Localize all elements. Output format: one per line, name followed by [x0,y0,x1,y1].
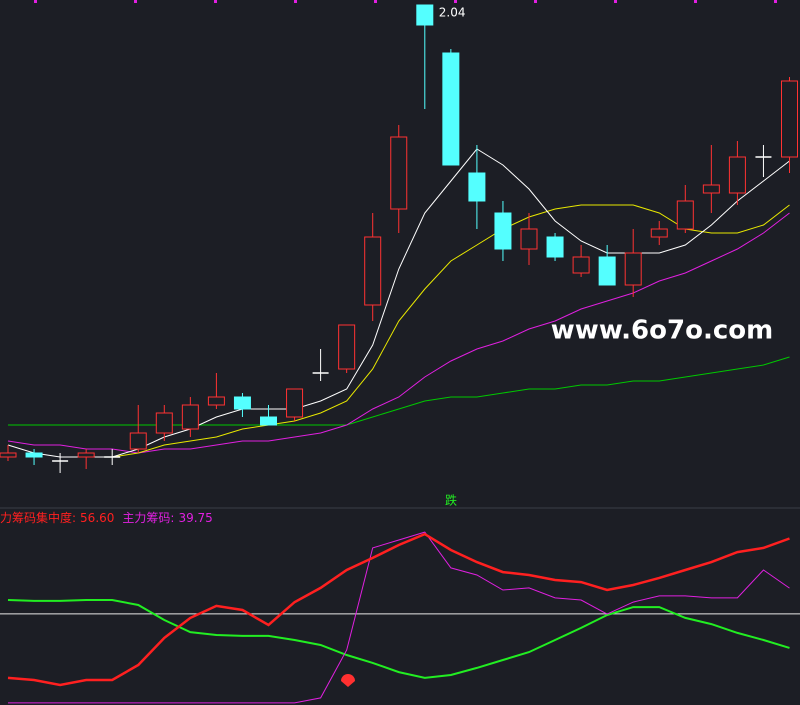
candle-body [598,256,616,286]
candle-body [364,236,382,306]
candle-body [77,452,95,458]
candle-body [546,236,564,258]
legend-value: 39.75 [178,511,212,525]
candle-body [25,452,43,458]
candle-body [781,80,798,158]
candle-body [702,184,720,194]
candle-body [390,136,408,210]
legend-entry: 主力筹码: 39.75 [122,511,212,525]
candle-body [155,412,173,434]
signal-annotation: 跌 [445,493,457,508]
high-label: 2.04 [439,6,466,20]
candle-body [338,324,356,370]
top-markers [34,0,777,3]
line-series [8,531,790,704]
candle-body [442,52,460,166]
candle-body [494,212,512,250]
candle-body [728,156,746,194]
candle-body [181,404,199,430]
legend-entry: 力筹码集中度: 56.60 [0,510,114,525]
candle-body [572,256,590,274]
candle-body [260,416,277,426]
candle-body [624,252,642,286]
candle-body [468,172,486,202]
candle-body [650,228,668,238]
candle-body [0,452,17,458]
candle-body [207,396,225,406]
line-series [7,532,790,687]
legend-value: 56.60 [80,511,114,525]
legend-name: 主力筹码: [122,511,174,525]
candle-body [520,228,538,250]
price-panel: 2.04 [0,4,798,473]
candle-body [416,4,434,26]
indicator-panel: 力筹码集中度: 56.60 主力筹码: 39.75 [0,510,800,704]
signal-icon [341,674,355,687]
line-series [112,204,790,458]
candle-body [676,200,694,230]
line-series [7,599,790,679]
candle-body [233,396,251,410]
candle-body [286,388,304,418]
candle-body [129,432,147,450]
legend-name: 力筹码集中度: [0,510,76,525]
watermark: www.6o7o.com [551,316,773,346]
